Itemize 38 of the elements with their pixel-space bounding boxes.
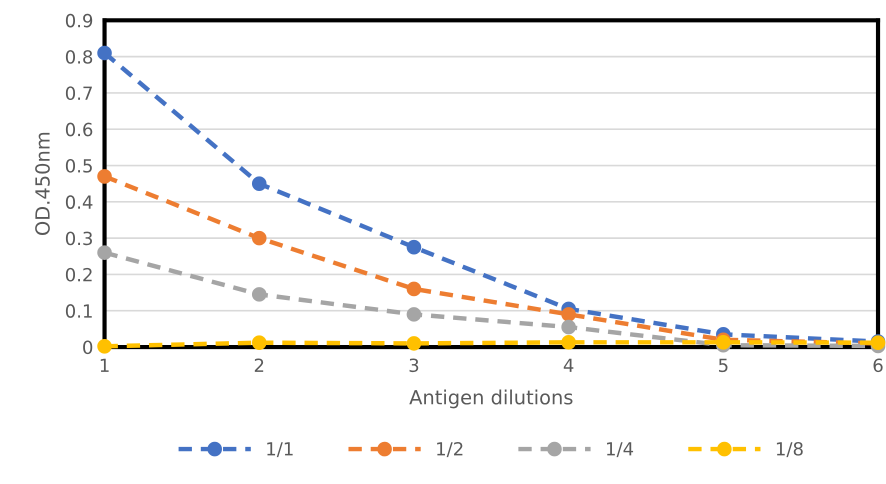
point	[406, 282, 422, 296]
y-tick-label: 0.9	[66, 14, 92, 28]
point	[97, 339, 112, 354]
point	[406, 240, 422, 254]
legend-label: 1/8	[776, 442, 803, 458]
y-tick-label: 0	[83, 340, 92, 354]
y-tick-label: 0.3	[66, 232, 92, 246]
point	[252, 176, 267, 191]
y-tick-label: 0.6	[66, 122, 92, 136]
x-tick-label: 1	[100, 358, 109, 372]
point	[252, 287, 267, 302]
x-tick-label: 2	[254, 358, 264, 372]
y-tick-label: 0.1	[66, 304, 92, 318]
y-axis-title: OD.450nm	[35, 132, 50, 236]
point	[561, 335, 576, 350]
y-tick-label: 0.5	[66, 158, 92, 173]
point	[97, 46, 112, 60]
legend-label: 1/1	[267, 442, 293, 458]
y-tick-label: 0.4	[66, 195, 92, 209]
point	[97, 169, 112, 184]
point	[561, 307, 576, 322]
y-tick-label: 0.7	[66, 86, 92, 100]
point	[406, 336, 422, 351]
y-tick-label: 0.8	[66, 50, 92, 64]
x-tick-label: 3	[410, 358, 418, 372]
legend-label: 1/2	[437, 442, 462, 458]
point	[97, 245, 112, 260]
x-axis-title: Antigen dilutions	[409, 390, 572, 408]
point	[252, 335, 267, 350]
x-tick-label: 6	[874, 358, 883, 372]
point	[716, 335, 731, 350]
y-tick-label: 0.2	[66, 268, 92, 282]
point	[406, 307, 422, 322]
point	[561, 320, 576, 334]
x-tick-label: 4	[564, 358, 574, 372]
x-tick-label: 5	[718, 358, 728, 372]
legend-label: 1/4	[607, 442, 634, 458]
point	[252, 230, 267, 246]
